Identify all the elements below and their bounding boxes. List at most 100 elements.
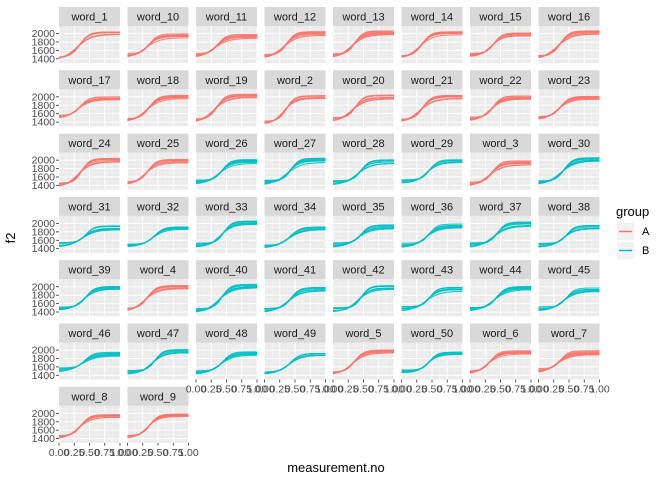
facet-word_25: word_25 [127, 133, 189, 190]
facet-word_29: word_29 [401, 133, 463, 190]
series-line-B [401, 225, 463, 246]
strip-label: word_16 [547, 12, 590, 24]
x-axis-title: measurement.no [287, 460, 385, 475]
strip [59, 7, 120, 26]
facet-word_44: word_44 [469, 260, 532, 317]
facet-word_36: word_36 [401, 196, 463, 253]
series-line-B [264, 289, 326, 312]
y-tick-label: 1600 [32, 361, 56, 373]
series-line-A [59, 158, 120, 185]
facet-word_3: word_3 [469, 133, 532, 190]
series-line-B [264, 352, 326, 373]
facet-word_33: word_33 [195, 196, 258, 253]
facet-word_38: word_38 [538, 196, 600, 253]
strip [127, 323, 189, 343]
series-line-A [470, 95, 531, 118]
series-line-A [332, 349, 394, 373]
facet-word_22: word_22 [469, 70, 532, 127]
strip-label: word_5 [344, 328, 381, 340]
facet-word_45: word_45 [538, 260, 600, 317]
facet-word_37: word_37 [469, 196, 532, 253]
series-line-B [401, 227, 463, 248]
series-line-A [469, 351, 531, 373]
y-tick-label: 2000 [32, 218, 56, 230]
series-line-A [195, 97, 257, 122]
series-line-B [332, 162, 394, 185]
facet-word_32: word_32 [127, 196, 189, 253]
y-tick-label: 1800 [32, 290, 56, 302]
strip [127, 70, 189, 90]
series-line-B [196, 223, 257, 247]
series-line-B [401, 159, 463, 181]
series-line-B [401, 353, 463, 373]
x-axes: 0.000.250.500.751.000.000.250.500.751.00… [49, 379, 610, 459]
facet-word_50: word_50 [401, 323, 463, 380]
series-line-A [538, 350, 600, 370]
facet-word_16: word_16 [538, 7, 600, 63]
strip-label: word_42 [341, 265, 384, 277]
facet-word_20: word_20 [332, 70, 395, 127]
series-line-B [401, 286, 463, 308]
x-tick-label: 0.25 [544, 384, 565, 396]
strip-label: word_35 [341, 201, 384, 213]
series-line-A [58, 414, 120, 437]
facet-word_27: word_27 [264, 133, 326, 190]
strip-label: word_11 [205, 12, 247, 24]
strip [59, 386, 120, 406]
x-tick-label: 0.50 [79, 447, 100, 459]
x-tick-label: 0.00 [186, 384, 207, 396]
series-line-A [58, 33, 120, 59]
strip-label: word_22 [478, 75, 521, 87]
strip [401, 70, 463, 90]
strip [59, 196, 120, 216]
strip [127, 386, 189, 406]
x-tick-label: 0.75 [300, 384, 321, 396]
series-line-A [332, 98, 395, 122]
strip [196, 196, 257, 216]
facet-word_1: word_1 [58, 7, 121, 63]
series-line-A [127, 287, 189, 311]
strip [470, 70, 531, 90]
y-tick-label: 1400 [32, 243, 56, 255]
facet-word_21: word_21 [401, 70, 463, 127]
series-line-A [401, 94, 463, 120]
y-tick-label: 1400 [32, 370, 56, 382]
series-line-A [332, 30, 394, 55]
series-line-A [401, 98, 463, 122]
series-line-B [127, 352, 189, 375]
strip-label: word_38 [547, 201, 590, 213]
x-tick-label: 0.75 [232, 384, 253, 396]
strip-label: word_37 [478, 201, 521, 213]
strip [59, 70, 120, 90]
x-tick-label: 1.00 [110, 447, 131, 459]
strip-label: word_6 [481, 328, 518, 340]
facet-word_43: word_43 [401, 260, 463, 317]
series-line-B [333, 159, 394, 182]
facet-word_48: word_48 [195, 323, 258, 380]
x-tick-label: 0.25 [407, 384, 428, 396]
strip [333, 323, 394, 343]
y-tick-label: 1400 [32, 117, 56, 129]
series-line-B [264, 159, 326, 184]
facet-word_14: word_14 [401, 7, 463, 63]
strip [264, 196, 326, 216]
series-line-B [538, 226, 600, 246]
y-axes: 1400160018002000140016001800200014001600… [32, 28, 59, 445]
series-line-A [469, 35, 531, 57]
strip [333, 196, 394, 216]
x-tick-label: 0.50 [148, 447, 169, 459]
strip [333, 133, 394, 153]
series-line-B [196, 284, 257, 310]
series-line-B [538, 227, 600, 248]
facet-word_41: word_41 [264, 260, 326, 317]
facet-word_9: word_9 [127, 386, 189, 443]
strip [538, 260, 600, 280]
strip [538, 133, 600, 153]
facet-word_23: word_23 [538, 70, 600, 127]
strip [538, 196, 600, 216]
facet-word_46: word_46 [58, 323, 121, 380]
facet-word_47: word_47 [127, 323, 189, 380]
y-tick-label: 1600 [32, 108, 56, 120]
x-tick-label: 0.75 [369, 384, 390, 396]
strip-label: word_44 [478, 265, 521, 277]
